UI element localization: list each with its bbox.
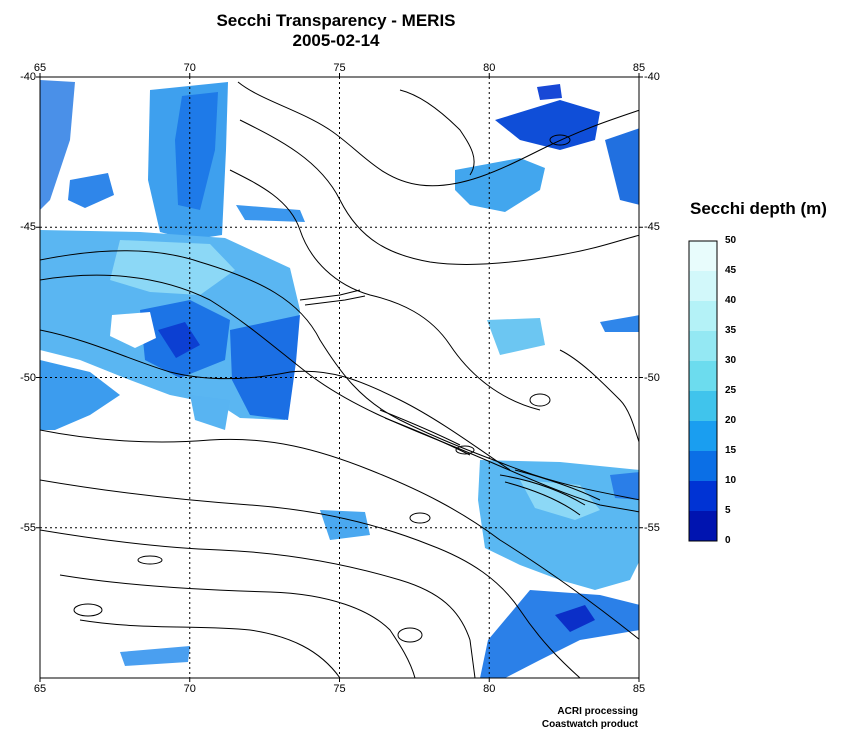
- legend-tick-label: 30: [725, 355, 737, 366]
- secchi-patch: [520, 480, 600, 520]
- depth-contour: [529, 393, 551, 407]
- axis-ticks: [36, 73, 643, 682]
- legend-color-swatch: [689, 271, 717, 301]
- lon-tick-label-bottom: 75: [333, 683, 346, 695]
- lon-tick-label-bottom: 70: [183, 683, 196, 695]
- bathymetry-contours: [40, 81, 639, 678]
- legend-tick-label: 40: [725, 295, 737, 306]
- lon-tick-label-bottom: 85: [632, 683, 646, 695]
- lat-tick-label-left: -50: [20, 371, 36, 384]
- legend-tick-label: 0: [725, 535, 731, 546]
- depth-contour: [79, 619, 341, 678]
- legend-color-swatch: [689, 331, 717, 361]
- legend-tick-label: 45: [725, 265, 737, 276]
- legend-color-swatch: [689, 361, 717, 391]
- legend-tick-label: 20: [725, 415, 737, 426]
- secchi-patch: [68, 173, 114, 208]
- legend-frame: [688, 240, 718, 542]
- legend-color-swatch: [689, 391, 717, 421]
- secchi-patch: [190, 395, 230, 430]
- secchi-patch: [600, 315, 639, 332]
- lat-tick-label-right: -40: [644, 71, 660, 83]
- lat-tick-label-left: -45: [20, 221, 36, 234]
- secchi-patch: [610, 472, 639, 500]
- depth-contour: [499, 469, 601, 516]
- legend-color-swatch: [689, 481, 717, 511]
- map-date: 2005-02-14: [292, 31, 380, 50]
- secchi-patch: [230, 315, 300, 420]
- secchi-patch: [320, 510, 370, 540]
- legend-tick-label: 35: [725, 325, 737, 336]
- depth-contour: [299, 289, 366, 306]
- lon-tick-label-top: 65: [33, 62, 47, 74]
- secchi-patch: [537, 84, 562, 100]
- graticule: [40, 77, 639, 678]
- depth-contour: [409, 512, 431, 524]
- depth-contour: [379, 409, 471, 456]
- secchi-patch: [480, 590, 639, 678]
- lon-tick-label-bottom: 65: [33, 683, 47, 695]
- depth-contour: [239, 119, 639, 265]
- secchi-patch: [110, 240, 235, 295]
- lat-tick-label-right: -45: [644, 221, 660, 234]
- legend-colorbar: [689, 241, 717, 541]
- depth-contour: [40, 429, 639, 640]
- secchi-patch: [110, 312, 156, 348]
- legend-color-swatch: [689, 451, 717, 481]
- legend-title: Secchi depth (m): [690, 199, 827, 218]
- legend-tick-label: 50: [725, 235, 737, 246]
- secchi-patch: [120, 646, 190, 666]
- legend-tick-label: 25: [725, 385, 737, 396]
- depth-contour: [40, 529, 476, 678]
- lat-tick-label-left: -40: [20, 71, 36, 83]
- depth-contour: [237, 81, 639, 187]
- depth-contour: [549, 134, 571, 146]
- depth-contour: [229, 169, 541, 411]
- legend-color-swatch: [689, 241, 717, 271]
- secchi-patch: [478, 460, 639, 590]
- secchi-data-layer: [40, 80, 639, 678]
- legend-tick-label: 10: [725, 475, 737, 486]
- lon-tick-label-top: 85: [632, 62, 646, 74]
- lat-tick-label-right: -50: [644, 371, 660, 384]
- depth-contour: [40, 274, 639, 513]
- map-title: Secchi Transparency - MERIS: [216, 11, 456, 30]
- depth-contour: [40, 329, 511, 471]
- secchi-patch: [487, 318, 545, 355]
- legend-color-swatch: [689, 421, 717, 451]
- legend-tick-label: 15: [725, 445, 737, 456]
- secchi-patch: [236, 205, 305, 222]
- depth-contour: [399, 89, 475, 176]
- depth-contour: [397, 627, 423, 643]
- lon-tick-label-top: 70: [183, 62, 196, 74]
- depth-contour: [559, 349, 639, 444]
- depth-contour: [137, 555, 163, 565]
- depth-contour: [40, 479, 581, 678]
- depth-contour: [73, 603, 103, 617]
- credit-product: Coastwatch product: [541, 719, 638, 730]
- depth-contour: [455, 445, 475, 455]
- secchi-patch: [555, 605, 595, 632]
- credit-processing: ACRI processing: [557, 706, 638, 717]
- lon-tick-label-top: 80: [483, 62, 496, 74]
- legend-color-swatch: [689, 511, 717, 541]
- depth-contour: [59, 574, 416, 678]
- legend-color-swatch: [689, 301, 717, 331]
- lat-tick-label-right: -55: [644, 521, 660, 534]
- secchi-patch: [495, 100, 600, 150]
- secchi-patch: [175, 92, 218, 210]
- lon-tick-label-bottom: 80: [483, 683, 496, 695]
- secchi-patch: [40, 80, 75, 210]
- secchi-patch: [605, 128, 639, 205]
- lat-tick-label-left: -55: [20, 521, 36, 534]
- secchi-patch: [455, 158, 545, 212]
- lon-tick-label-top: 75: [333, 62, 346, 74]
- legend-tick-label: 5: [725, 505, 731, 516]
